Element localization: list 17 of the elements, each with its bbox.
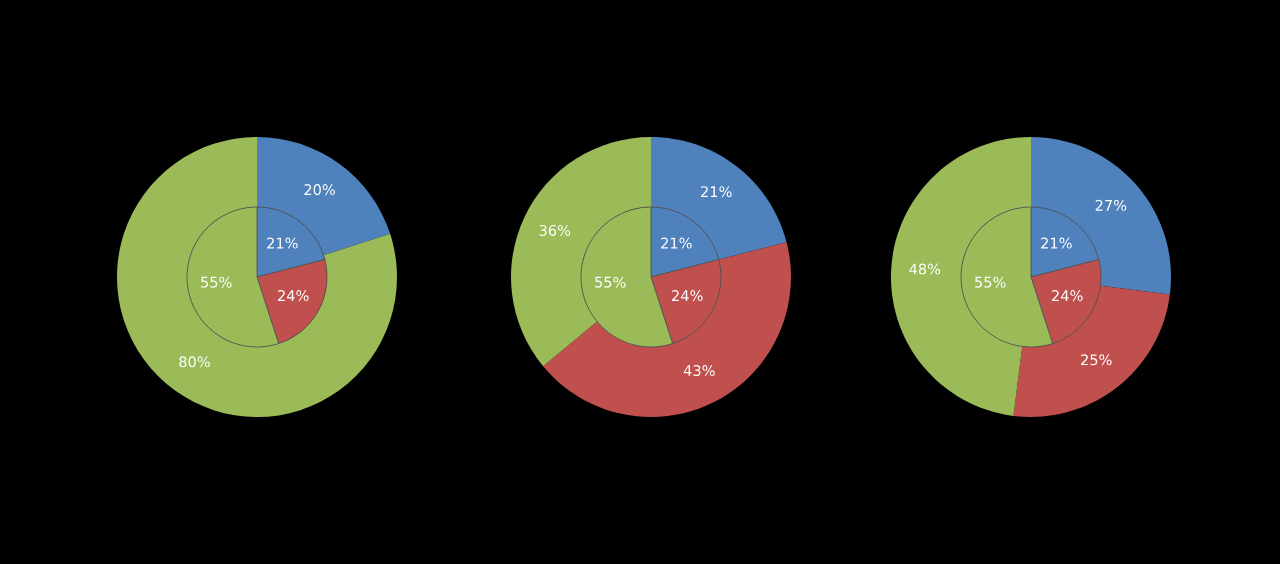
data-label: 43% <box>683 365 715 377</box>
data-label: 36% <box>539 224 571 236</box>
data-label: 48% <box>909 263 941 275</box>
data-label: 24% <box>672 290 703 302</box>
data-label: 55% <box>595 276 626 288</box>
data-label: 80% <box>179 356 210 368</box>
data-label: 24% <box>1052 290 1083 302</box>
data-label: 21% <box>701 186 732 198</box>
data-label: 27% <box>1095 199 1127 211</box>
data-label: 24% <box>278 290 309 302</box>
data-label: 21% <box>1041 237 1072 249</box>
data-label: 21% <box>267 237 298 249</box>
data-label: 20% <box>304 184 335 196</box>
data-label: 55% <box>201 276 232 288</box>
data-label: 55% <box>975 276 1006 288</box>
data-label: 21% <box>661 237 692 249</box>
data-label: 25% <box>1081 354 1112 366</box>
